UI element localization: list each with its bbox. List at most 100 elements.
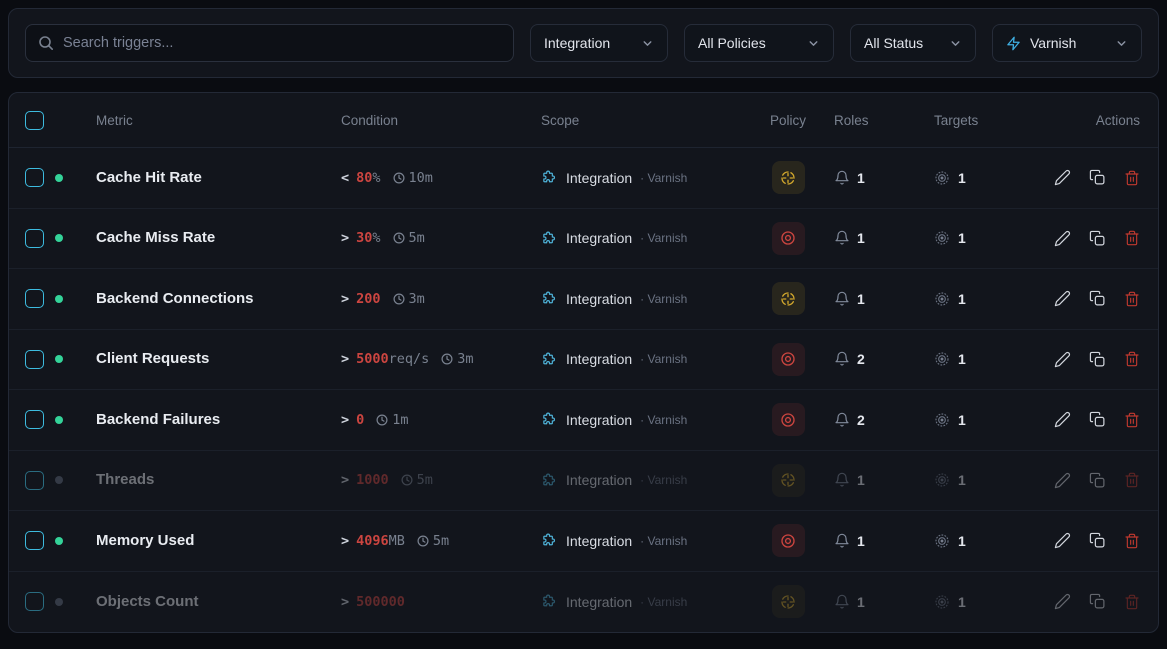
column-header-scope: Scope (541, 112, 580, 128)
actions-cell (1012, 230, 1158, 247)
condition-duration: 5m (392, 230, 425, 246)
targets-cell: 1 (912, 230, 1012, 246)
status-dropdown[interactable]: All Status (850, 24, 976, 62)
search-box[interactable] (25, 24, 514, 62)
row-checkbox[interactable] (25, 349, 44, 369)
metric-name: Cache Miss Rate (96, 229, 216, 247)
scope-primary: Integration (566, 230, 633, 247)
policy-badge[interactable] (771, 585, 805, 619)
clock-icon (401, 474, 413, 486)
edit-button[interactable] (1054, 532, 1071, 549)
table-row: Cache Hit Rate < 80% 10m Integration · V… (9, 148, 1158, 209)
row-checkbox[interactable] (25, 228, 44, 248)
scope-primary: Integration (566, 532, 633, 549)
scope-secondary: · Varnish (640, 231, 688, 246)
policy-badge[interactable] (771, 161, 805, 195)
roles-cell: 2 (820, 412, 912, 428)
copy-icon (1089, 412, 1105, 427)
roles-count: 2 (857, 351, 865, 368)
policy-badge[interactable] (771, 221, 805, 255)
condition-value: 4096 (356, 532, 389, 549)
row-checkbox[interactable] (25, 410, 44, 430)
delete-button[interactable] (1124, 412, 1140, 428)
duplicate-button[interactable] (1089, 230, 1106, 247)
duplicate-button[interactable] (1089, 411, 1106, 428)
policy-badge[interactable] (771, 463, 805, 497)
integration-dropdown[interactable]: Integration (530, 24, 668, 62)
roles-cell: 1 (820, 230, 912, 246)
scope: Integration · Varnish (541, 351, 756, 368)
policy-badge[interactable] (771, 342, 805, 376)
duplicate-button[interactable] (1089, 472, 1106, 489)
edit-button[interactable] (1054, 351, 1071, 368)
policy-badge[interactable] (771, 403, 805, 437)
duplicate-button[interactable] (1089, 169, 1106, 186)
condition-operator: > (341, 593, 350, 610)
scope: Integration · Varnish (541, 290, 756, 307)
edit-button[interactable] (1054, 290, 1071, 307)
policies-dropdown[interactable]: All Policies (684, 24, 834, 62)
duplicate-button[interactable] (1089, 290, 1106, 307)
trash-icon (1125, 594, 1139, 609)
row-checkbox[interactable] (25, 289, 44, 309)
delete-button[interactable] (1124, 594, 1140, 610)
status-dropdown-label: All Status (864, 35, 924, 51)
edit-button[interactable] (1054, 411, 1071, 428)
roles-cell: 1 (820, 472, 912, 488)
duplicate-button[interactable] (1089, 593, 1106, 610)
scope-primary: Integration (566, 593, 633, 610)
policy-badge[interactable] (771, 282, 805, 316)
column-header-actions: Actions (1095, 112, 1140, 128)
row-checkbox[interactable] (25, 168, 44, 188)
delete-button[interactable] (1124, 472, 1140, 488)
status-dot (55, 536, 63, 545)
condition-operator: > (341, 532, 350, 549)
select-all-checkbox[interactable] (25, 110, 44, 130)
trash-icon (1125, 533, 1139, 548)
chevron-down-icon (1117, 40, 1126, 46)
duplicate-button[interactable] (1089, 532, 1106, 549)
edit-button[interactable] (1054, 230, 1071, 247)
table-row: Client Requests > 5000 req/s 3m Integrati… (9, 330, 1158, 390)
metric-name: Backend Failures (96, 410, 221, 428)
delete-button[interactable] (1124, 170, 1140, 186)
scope-primary: Integration (566, 472, 633, 489)
trash-icon (1125, 291, 1139, 306)
chevron-down-icon (809, 40, 818, 46)
condition-value: 500000 (356, 593, 405, 610)
actions-cell (1012, 532, 1158, 549)
bullseye-icon (935, 413, 949, 427)
row-checkbox[interactable] (25, 531, 44, 551)
edit-button[interactable] (1054, 472, 1071, 489)
delete-button[interactable] (1124, 533, 1140, 549)
roles-cell: 1 (820, 533, 912, 549)
policy-badge[interactable] (771, 524, 805, 558)
search-input[interactable] (63, 35, 501, 51)
trash-icon (1125, 412, 1139, 427)
status-dot (55, 597, 63, 606)
clock-icon (441, 353, 453, 365)
bullseye-icon (935, 231, 949, 245)
delete-button[interactable] (1124, 291, 1140, 307)
targets-count: 1 (958, 532, 966, 549)
condition-value: 30 (356, 230, 373, 247)
edit-button[interactable] (1054, 593, 1071, 610)
delete-button[interactable] (1124, 351, 1140, 367)
condition-duration: 3m (392, 291, 425, 307)
row-checkbox[interactable] (25, 592, 44, 612)
bullseye-icon (935, 473, 949, 487)
column-header-metric: Metric (96, 112, 133, 128)
duplicate-button[interactable] (1089, 351, 1106, 368)
scope-secondary: · Varnish (640, 412, 688, 427)
delete-button[interactable] (1124, 230, 1140, 246)
copy-icon (1089, 170, 1105, 185)
condition-duration: 3m (440, 351, 474, 367)
condition-operator: > (341, 230, 350, 247)
condition: > 4096 MB 5m (341, 533, 541, 549)
edit-button[interactable] (1054, 169, 1071, 186)
row-checkbox[interactable] (25, 470, 44, 490)
condition-duration: 1m (375, 412, 409, 428)
bell-icon (835, 230, 849, 245)
condition-operator: > (341, 472, 350, 489)
source-dropdown[interactable]: Varnish (992, 24, 1142, 62)
